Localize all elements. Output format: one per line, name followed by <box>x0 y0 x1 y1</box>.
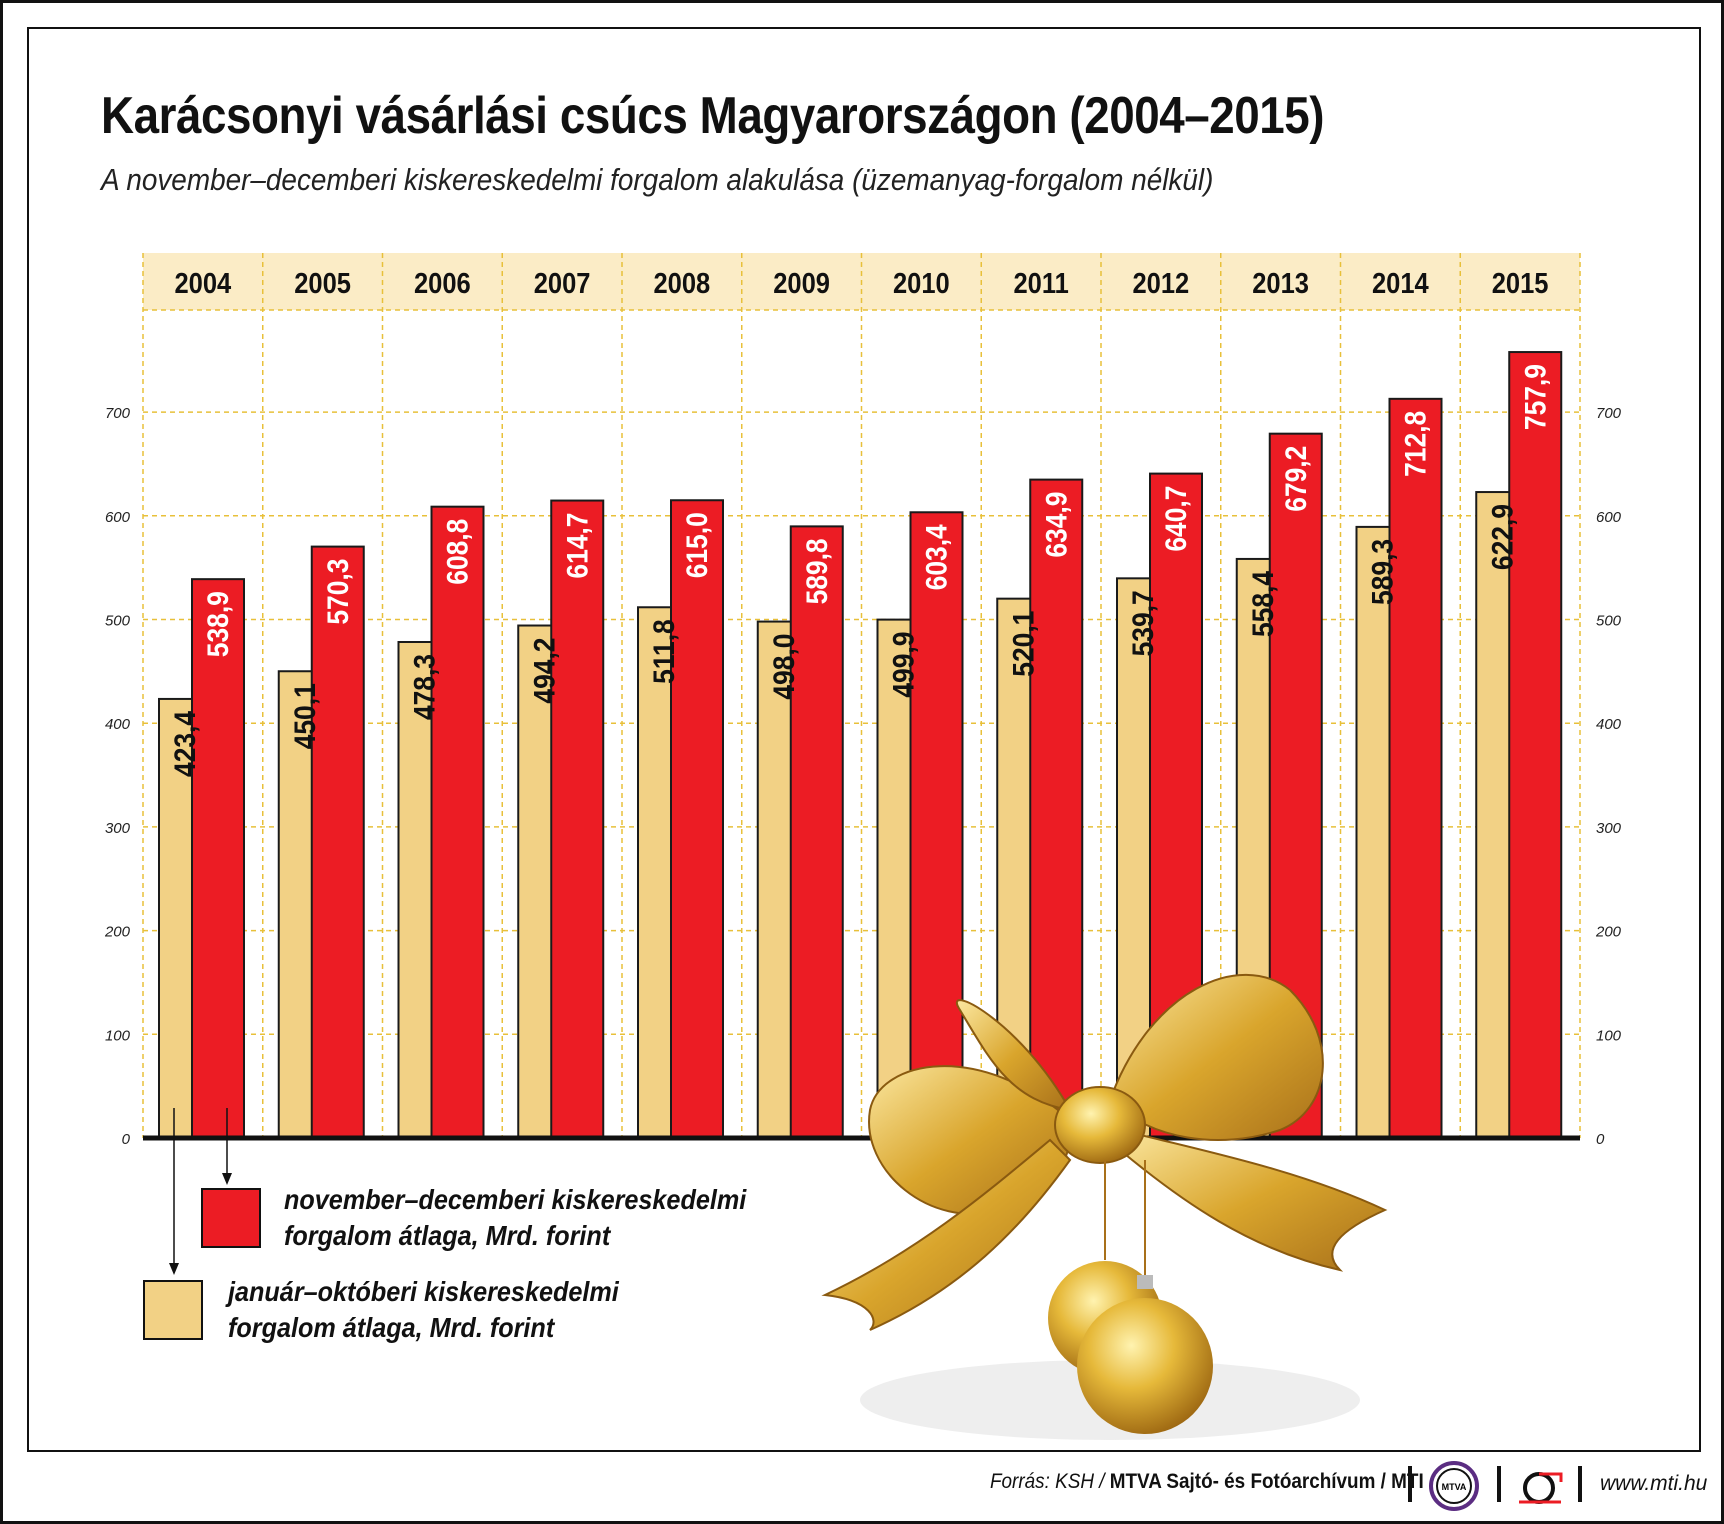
data-label-nov-dec: 589,8 <box>799 538 833 604</box>
footer-separator <box>1408 1466 1412 1502</box>
source-prefix: Forrás: KSH / <box>990 1470 1110 1493</box>
footer-separator <box>1497 1466 1501 1502</box>
data-label-nov-dec: 608,8 <box>440 519 474 585</box>
legend-red-line2: forgalom átlaga, Mrd. forint <box>284 1220 611 1251</box>
x-tick-label-year: 2007 <box>534 266 591 299</box>
x-tick-label-year: 2012 <box>1133 266 1190 299</box>
data-label-jan-oct: 478,3 <box>407 654 441 720</box>
y-tick-label-left: 600 <box>105 509 131 526</box>
website-link[interactable]: www.mti.hu <box>1600 1472 1708 1495</box>
x-tick-label-year: 2008 <box>654 266 711 299</box>
bar-nov-dec <box>1029 478 1084 1139</box>
x-tick-label-year: 2014 <box>1372 266 1429 299</box>
x-tick-label-year: 2005 <box>294 266 351 299</box>
bar-nov-dec <box>1508 351 1563 1140</box>
y-tick-label-right: 200 <box>1595 924 1622 941</box>
x-tick-label-year: 2013 <box>1252 266 1309 299</box>
source-agency: MTVA Sajtó- és Fotóarchívum / MTI <box>1109 1470 1424 1493</box>
y-tick-label-left: 700 <box>105 405 131 422</box>
legend-swatch-beige <box>143 1280 203 1340</box>
bar-nov-dec <box>909 511 964 1139</box>
bar-nov-dec <box>670 499 724 1139</box>
y-tick-label-left: 500 <box>105 613 131 630</box>
x-tick-label-year: 2009 <box>773 266 830 299</box>
y-tick-label-right: 700 <box>1596 405 1622 422</box>
legend-beige-line2: forgalom átlaga, Mrd. forint <box>228 1312 555 1343</box>
y-tick-label-left: 400 <box>105 716 131 733</box>
data-label-nov-dec: 757,9 <box>1518 364 1552 430</box>
data-label-jan-oct: 511,8 <box>646 619 680 684</box>
data-label-jan-oct: 423,4 <box>167 711 201 777</box>
legend-label-red: november–decemberi kiskereskedelmi forga… <box>284 1182 746 1254</box>
y-tick-label-right: 100 <box>1596 1027 1622 1044</box>
legend-arrowhead-icon <box>222 1173 232 1185</box>
bar-nov-dec <box>310 545 365 1139</box>
bar-nov-dec <box>191 578 245 1139</box>
data-label-jan-oct: 539,7 <box>1125 590 1159 656</box>
bauble-front <box>1077 1298 1213 1434</box>
data-label-jan-oct: 622,9 <box>1485 504 1519 570</box>
bar-nov-dec <box>430 505 485 1140</box>
inner-frame <box>27 27 1701 1452</box>
data-label-jan-oct: 589,3 <box>1365 539 1399 605</box>
source-credit: Forrás: KSH / MTVA Sajtó- és Fotóarchívu… <box>990 1470 1424 1494</box>
legend-swatch-red <box>201 1188 261 1248</box>
data-label-jan-oct: 558,4 <box>1245 571 1279 637</box>
ribbon-bow-decoration <box>821 973 1388 1440</box>
y-tick-label-right: 400 <box>1596 716 1622 733</box>
y-tick-label-left: 100 <box>105 1027 131 1044</box>
chart-subtitle: A november–decemberi kiskereskedelmi for… <box>101 162 1214 197</box>
x-tick-label-year: 2011 <box>1013 266 1068 299</box>
y-tick-label-right: 600 <box>1596 509 1622 526</box>
data-label-nov-dec: 538,9 <box>200 591 234 657</box>
data-label-jan-oct: 498,0 <box>766 634 800 700</box>
data-label-nov-dec: 640,7 <box>1158 486 1192 552</box>
data-label-nov-dec: 634,9 <box>1039 492 1073 558</box>
chart-title: Karácsonyi vásárlási csúcs Magyarországo… <box>101 87 1325 145</box>
mtva-logo-text: MTVA <box>1442 1482 1467 1492</box>
x-tick-label-year: 2006 <box>414 266 471 299</box>
y-tick-label-right: 500 <box>1596 613 1622 630</box>
data-label-nov-dec: 603,4 <box>919 524 953 590</box>
legend-red-line1: november–decemberi kiskereskedelmi <box>284 1184 747 1215</box>
x-tick-label-year: 2015 <box>1492 266 1549 299</box>
mtva-logo: MTVA <box>1429 1461 1479 1511</box>
bar-nov-dec <box>1388 397 1443 1139</box>
legend-arrowhead-icon <box>169 1263 179 1275</box>
bar-nov-dec <box>550 499 605 1139</box>
data-label-nov-dec: 679,2 <box>1278 446 1312 512</box>
data-label-jan-oct: 499,9 <box>886 632 920 698</box>
data-label-nov-dec: 570,3 <box>320 559 354 625</box>
bar-nov-dec <box>789 525 844 1139</box>
y-tick-label-left: 300 <box>105 820 131 837</box>
data-label-jan-oct: 520,1 <box>1006 611 1040 677</box>
data-label-nov-dec: 614,7 <box>560 513 594 579</box>
x-tick-label-year: 2010 <box>893 266 950 299</box>
legend-beige-line1: január–októberi kiskereskedelmi <box>228 1276 619 1307</box>
mti-logo <box>1519 1472 1563 1504</box>
y-tick-label-right: 0 <box>1596 1131 1605 1148</box>
data-label-jan-oct: 494,2 <box>527 638 561 704</box>
x-tick-label-year: 2004 <box>175 266 232 299</box>
data-label-jan-oct: 450,1 <box>287 683 321 749</box>
y-tick-label-right: 300 <box>1596 820 1622 837</box>
footer-separator <box>1578 1466 1582 1502</box>
y-tick-label-left: 0 <box>122 1131 131 1148</box>
data-label-nov-dec: 712,8 <box>1398 411 1432 477</box>
data-label-nov-dec: 615,0 <box>679 512 713 578</box>
legend-label-beige: január–októberi kiskereskedelmi forgalom… <box>228 1274 619 1346</box>
y-tick-label-left: 200 <box>104 924 131 941</box>
